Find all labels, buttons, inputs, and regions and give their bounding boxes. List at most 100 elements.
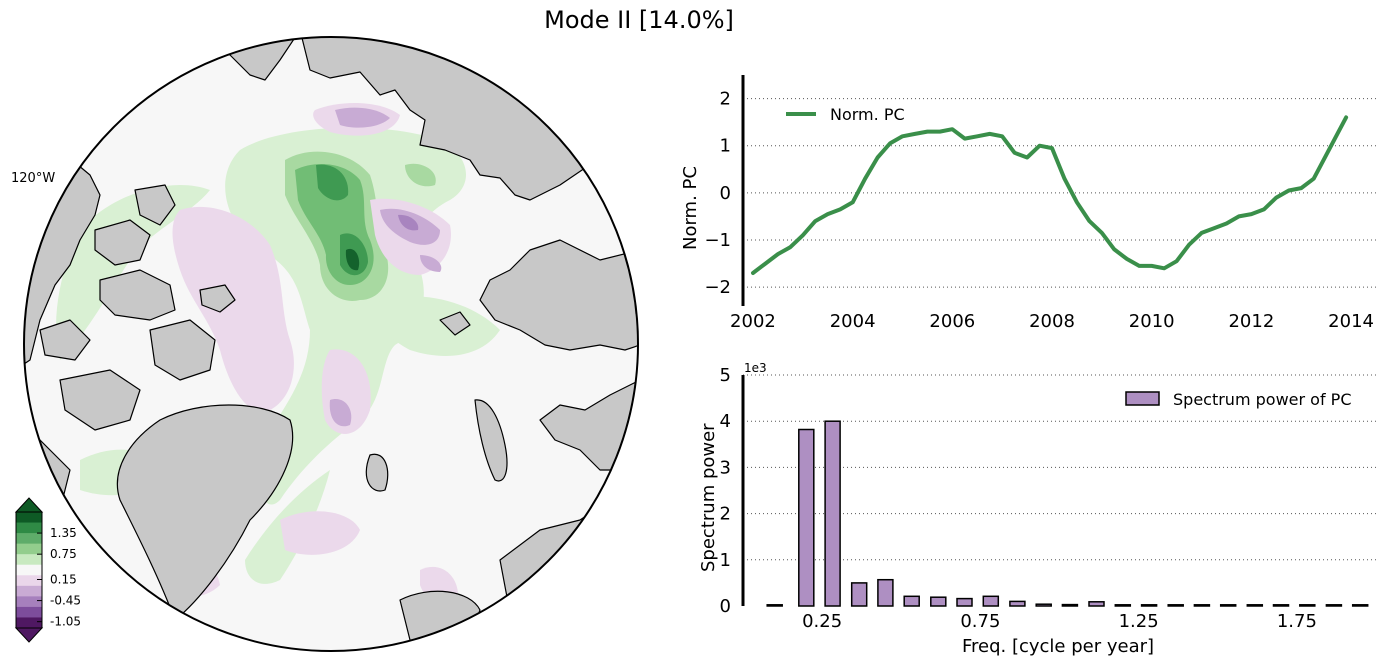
polar-map: 120°W 1.35 0.75 0.15 -0.45 -1.05	[11, 36, 639, 652]
land-archipelago-6	[39, 319, 91, 361]
colorbar-segment	[16, 512, 42, 524]
pc-x-tick-label: 2002	[730, 311, 776, 332]
pc-legend-label: Norm. PC	[830, 105, 905, 124]
pc-grid	[743, 98, 1376, 288]
land-archipelago-4	[149, 319, 216, 381]
spectrum-x-tick-label: 1.25	[1119, 611, 1159, 632]
spectrum-bars	[766, 420, 1369, 607]
land-archipelago-7	[199, 284, 236, 313]
spectrum-bar	[956, 597, 973, 607]
spectrum-bar	[798, 428, 815, 607]
colorbar-tick-label: -0.45	[50, 594, 81, 608]
pc-x-tick-label: 2010	[1129, 311, 1175, 332]
spectrum-bar	[1114, 604, 1132, 607]
spectrum-bar	[1351, 604, 1369, 607]
spectrum-bar	[1246, 604, 1264, 607]
contour-positive-1c	[377, 296, 500, 356]
colorbar: 1.35 0.75 0.15 -0.45 -1.05	[14, 497, 81, 643]
colorbar-segment	[16, 554, 42, 566]
spectrum-bar	[1167, 604, 1184, 607]
spectrum-legend-swatch	[1125, 391, 1160, 406]
colorbar-extend-top	[14, 497, 44, 513]
spectrum-offset-text: 1e3	[744, 361, 767, 375]
pc-y-tick-label: 2	[720, 89, 731, 110]
land-svalbard	[365, 453, 389, 492]
spectrum-y-axis-label: Spectrum power	[698, 423, 719, 572]
spectrum-bar	[1272, 604, 1290, 607]
land-europe-east	[479, 239, 638, 351]
spectrum-y-tick-label: 4	[720, 411, 731, 432]
contour-negative-3	[398, 214, 419, 231]
land-archipelago-3	[99, 269, 176, 321]
spectrum-legend: Spectrum power of PC	[1125, 390, 1351, 409]
contour-negative-2b	[335, 107, 390, 128]
contour-negative-2c	[329, 399, 352, 427]
pc-y-axis-label: Norm. PC	[680, 166, 701, 250]
colorbar-segment	[16, 522, 42, 534]
pc-x-tick-label: 2004	[830, 311, 876, 332]
colorbar-segment	[16, 617, 42, 629]
colorbar-tick-label: 1.35	[50, 526, 77, 540]
pc-x-tick-label: 2008	[1029, 311, 1075, 332]
longitude-label: 120°W	[11, 171, 55, 186]
colorbar-segment	[16, 543, 42, 555]
figure-title: Mode II [14.0%]	[544, 6, 734, 34]
colorbar-tick-label: 0.15	[50, 572, 77, 586]
contour-positive-2b	[405, 163, 436, 187]
spectrum-bar	[877, 578, 894, 607]
pc-y-ticks: −2 −1 0 1 2	[704, 89, 731, 299]
spectrum-grid	[743, 374, 1376, 561]
spectrum-bar	[1009, 600, 1026, 607]
spectrum-bar	[1193, 604, 1211, 607]
colorbar-segment	[16, 606, 42, 618]
land-greenland	[116, 404, 294, 621]
contour-negative-1	[172, 206, 294, 412]
spectrum-bar	[1140, 604, 1158, 607]
spectrum-bar	[903, 595, 920, 607]
land-archipelago-1	[94, 219, 151, 266]
contour-negative-2d	[420, 255, 442, 272]
spectrum-x-tick-label: 1.75	[1277, 611, 1317, 632]
spectrum-x-tick-label: 0.75	[960, 611, 1000, 632]
colorbar-tick-label: -1.05	[50, 615, 81, 629]
contour-negative-1e	[280, 511, 360, 555]
contour-positive-5	[345, 248, 360, 271]
colorbar-extend-bottom	[14, 627, 44, 643]
spectrum-y-tick-label: 2	[720, 504, 731, 525]
pc-legend: Norm. PC	[786, 105, 905, 124]
spectrum-x-tick-label: 0.25	[802, 611, 842, 632]
map-boundary	[23, 36, 639, 652]
contour-positive-4	[316, 164, 349, 201]
land-iceland	[399, 590, 481, 645]
spectrum-bar	[1088, 601, 1105, 607]
pc-y-tick-label: −1	[704, 230, 731, 251]
spectrum-y-tick-label: 5	[720, 365, 731, 386]
land-novaya-zemlya	[474, 399, 508, 482]
pc-y-tick-label: 1	[720, 136, 731, 157]
colorbar-segment	[16, 585, 42, 597]
colorbar-tick-label: 0.75	[50, 547, 77, 561]
land-franz-josef	[439, 311, 471, 336]
spectrum-x-axis-label: Freq. [cycle per year]	[962, 636, 1154, 657]
spectrum-bar	[1061, 603, 1079, 607]
spectrum-legend-label: Spectrum power of PC	[1173, 390, 1351, 409]
spectrum-bar	[1035, 603, 1052, 607]
colorbar-segment	[16, 575, 42, 587]
spectrum-bar	[982, 595, 1000, 607]
spectrum-x-ticks: 0.25 0.75 1.25 1.75	[802, 611, 1317, 632]
spectrum-y-tick-label: 0	[720, 596, 731, 617]
spectrum-y-tick-label: 3	[720, 457, 731, 478]
pc-time-series-chart: −2 −1 0 1 2 2002 2004 2006 2008 2010 2012 2014 Nor…	[680, 75, 1376, 332]
spectrum-bar	[766, 604, 783, 607]
pc-x-tick-label: 2006	[929, 311, 975, 332]
colorbar-frame	[15, 511, 43, 629]
spectrum-bar	[1325, 604, 1343, 607]
pc-x-tick-label: 2014	[1328, 311, 1374, 332]
pc-series-line	[751, 115, 1349, 275]
land-archipelago-2	[134, 184, 176, 226]
pc-y-tick-label: 0	[720, 183, 731, 204]
pc-x-ticks: 2002 2004 2006 2008 2010 2012 2014	[730, 311, 1374, 332]
colorbar-segment	[16, 564, 42, 576]
spectrum-bar	[1299, 604, 1316, 607]
spectrum-y-tick-label: 1	[720, 550, 731, 571]
